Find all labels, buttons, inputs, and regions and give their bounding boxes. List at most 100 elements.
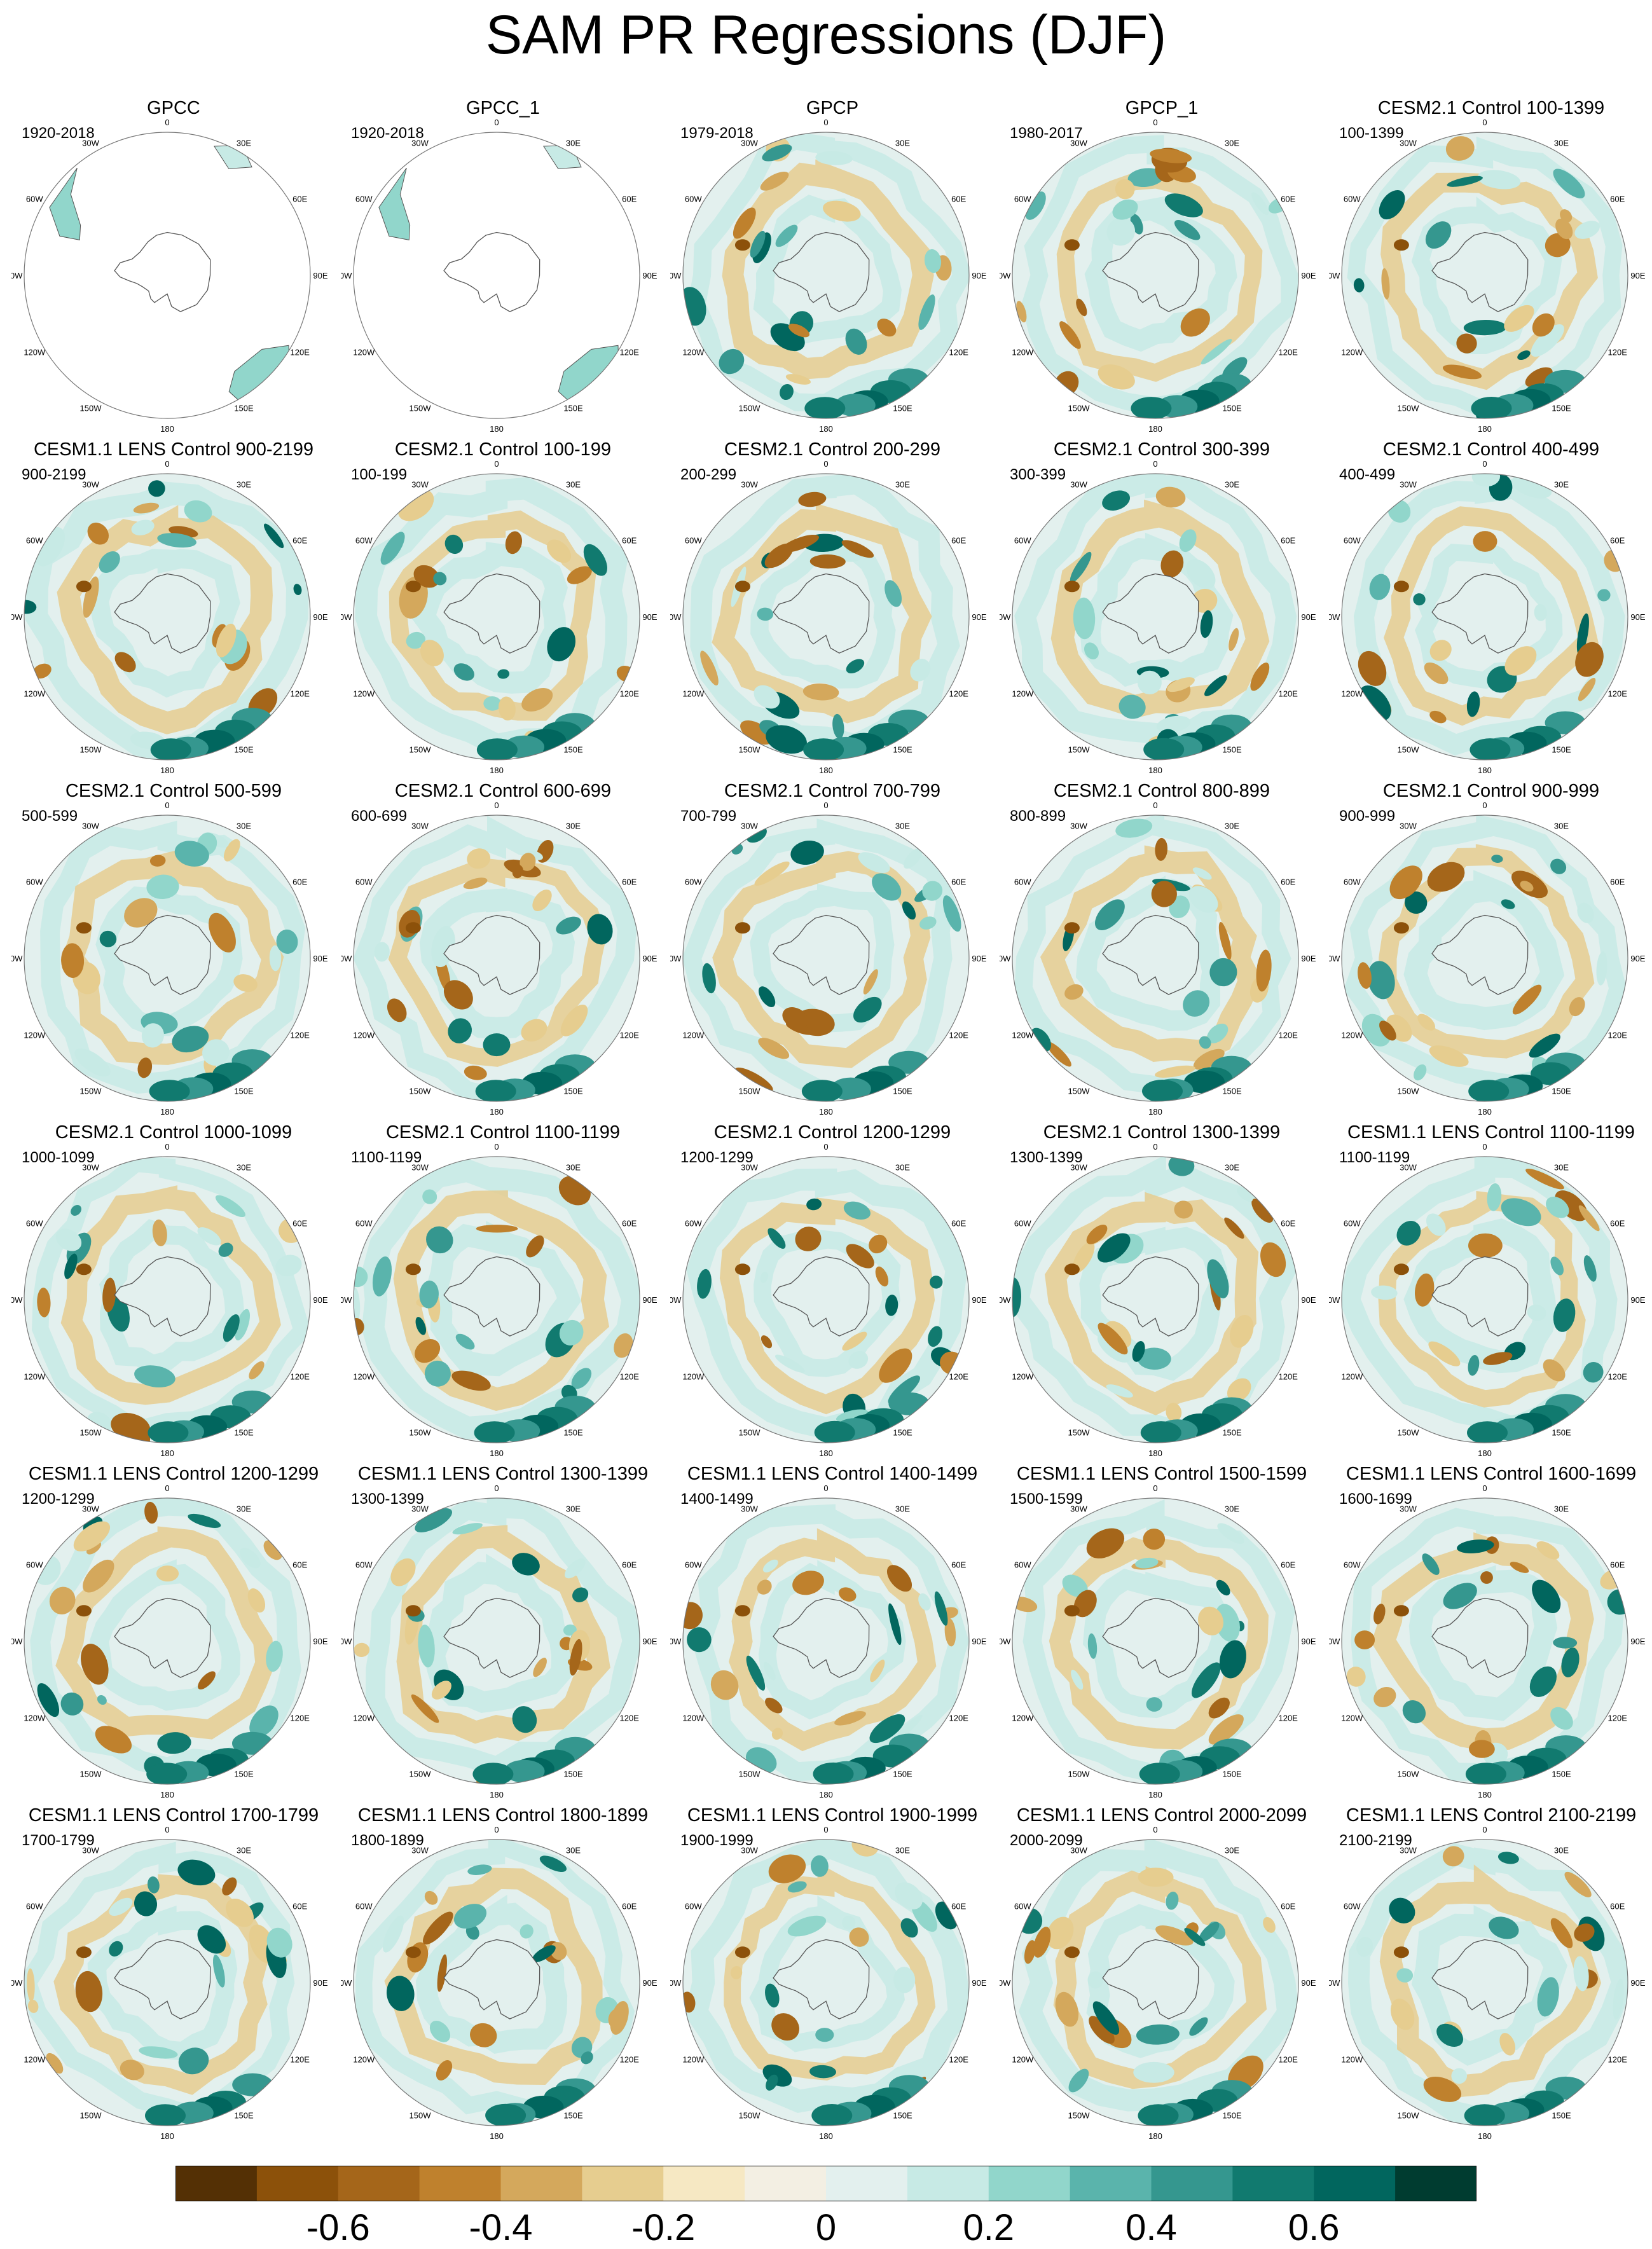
antarctica-coastline xyxy=(773,1939,870,2019)
colorbar-swatch xyxy=(745,2166,827,2201)
longitude-label: 30E xyxy=(1225,1845,1239,1855)
longitude-label: 180 xyxy=(490,766,504,775)
longitude-label: 60W xyxy=(355,195,373,204)
longitude-label: 60W xyxy=(1014,195,1031,204)
antarctica-coastline xyxy=(114,1256,211,1337)
map-frame xyxy=(24,473,311,760)
polar-map: 0 30E 60E 90E 120E 150E 180 150W 120W 90W 60W 30W xyxy=(670,118,987,434)
longitude-label: 120E xyxy=(620,348,640,357)
longitude-label: 60E xyxy=(622,877,637,887)
longitude-label: 150E xyxy=(563,404,583,413)
longitude-label: 120E xyxy=(949,2055,969,2065)
panel-title: CESM2.1 Control 500-599 xyxy=(65,781,282,801)
longitude-label: 30W xyxy=(741,1162,758,1172)
antarctica-coastline xyxy=(443,914,540,995)
longitude-label: 90E xyxy=(1630,612,1645,622)
longitude-label: 150W xyxy=(1068,745,1091,755)
longitude-label: 0 xyxy=(165,1825,169,1834)
longitude-label: 60E xyxy=(1610,1560,1625,1570)
longitude-label: 60W xyxy=(1344,1219,1361,1228)
longitude-label: 150W xyxy=(410,1770,432,1779)
longitude-label: 180 xyxy=(1148,1790,1162,1799)
map-panel: CESM2.1 Control 700-799 700-799 0 30E 60E 90E… xyxy=(670,777,995,1118)
longitude-label: 150W xyxy=(1068,2111,1091,2121)
longitude-label: 60E xyxy=(1281,1219,1295,1228)
longitude-label: 150E xyxy=(563,1087,583,1096)
colorbar-swatch xyxy=(1151,2166,1233,2201)
antarctica-coastline xyxy=(1102,1939,1199,2019)
longitude-label: 30E xyxy=(895,138,910,148)
longitude-label: 120E xyxy=(949,348,969,357)
longitude-label: 90E xyxy=(972,1637,986,1646)
map-frame xyxy=(682,815,970,1102)
longitude-label: 30W xyxy=(82,479,99,489)
antarctica-coastline xyxy=(1102,231,1199,312)
longitude-label: 90W xyxy=(341,271,352,280)
colorbar-labels: -0.6 -0.4 -0.2 0 0.2 0.4 0.6 xyxy=(0,2206,1652,2248)
longitude-label: 0 xyxy=(494,1142,499,1152)
antarctica-coastline xyxy=(1102,1597,1199,1678)
longitude-label: 30W xyxy=(741,1845,758,1855)
page-title: SAM PR Regressions (DJF) xyxy=(485,4,1167,65)
polar-map: 0 30E 60E 90E 120E 150E 180 150W 120W 90W 60W 30W xyxy=(341,1483,657,1799)
longitude-label: 30E xyxy=(1225,821,1239,830)
longitude-label: 120W xyxy=(1341,348,1363,357)
panel-title: CESM1.1 LENS Control 900-2199 xyxy=(33,439,314,460)
longitude-label: 60E xyxy=(622,1902,637,1911)
longitude-label: 30W xyxy=(741,821,758,830)
longitude-label: 0 xyxy=(1153,118,1157,127)
panel-title: GPCP xyxy=(806,98,859,118)
longitude-label: 90W xyxy=(1000,1295,1011,1305)
longitude-label: 30W xyxy=(1070,1845,1087,1855)
longitude-label: 0 xyxy=(1482,118,1487,127)
longitude-label: 60W xyxy=(685,536,702,546)
polar-map: 0 30E 60E 90E 120E 150E 180 150W 120W 90W 60W 30W xyxy=(1000,1142,1316,1458)
polar-map: 0 30E 60E 90E 120E 150E 180 150W 120W 90W 60W 30W xyxy=(11,1483,328,1799)
longitude-label: 120W xyxy=(353,2055,375,2065)
map-panel: CESM1.1 LENS Control 1200-1299 1200-1299 0… xyxy=(11,1460,336,1801)
longitude-label: 30E xyxy=(895,821,910,830)
longitude-label: 60E xyxy=(1610,1902,1625,1911)
longitude-label: 90E xyxy=(972,1978,986,1988)
longitude-label: 120W xyxy=(24,1372,46,1382)
antarctica-coastline xyxy=(773,231,870,312)
longitude-label: 90E xyxy=(1630,1295,1645,1305)
map-panel: CESM2.1 Control 300-399 300-399 0 30E 60E 90E… xyxy=(1000,436,1324,776)
longitude-label: 120W xyxy=(353,1372,375,1382)
colorbar-swatch xyxy=(988,2166,1071,2201)
panel-title: CESM2.1 Control 100-1399 xyxy=(1377,98,1605,118)
longitude-label: 60W xyxy=(685,1219,702,1228)
longitude-label: 120W xyxy=(1341,1031,1363,1040)
longitude-label: 150W xyxy=(739,2111,761,2121)
longitude-label: 120E xyxy=(1279,689,1298,699)
longitude-label: 120W xyxy=(24,689,46,699)
map-panel: CESM1.1 LENS Control 900-2199 900-2199 0 30… xyxy=(11,436,336,776)
longitude-label: 150E xyxy=(893,745,912,755)
panel-period: 500-599 xyxy=(22,808,78,825)
colorbar-swatch xyxy=(582,2166,664,2201)
longitude-label: 0 xyxy=(1482,1142,1487,1152)
polar-map: 0 30E 60E 90E 120E 150E 180 150W 120W 90W 60W 30W xyxy=(1000,801,1316,1117)
antarctica-coastline xyxy=(114,1597,211,1678)
colorbar xyxy=(176,2166,1477,2201)
map-frame xyxy=(1012,1156,1299,1443)
longitude-label: 0 xyxy=(823,801,828,810)
longitude-label: 90E xyxy=(642,954,657,963)
map-frame xyxy=(353,1156,640,1443)
polar-map: 0 30E 60E 90E 120E 150E 180 150W 120W 90W 60W 30W xyxy=(341,459,657,775)
longitude-label: 30E xyxy=(566,821,581,830)
longitude-label: 60E xyxy=(1281,1560,1295,1570)
longitude-label: 120E xyxy=(291,348,310,357)
longitude-label: 90E xyxy=(1301,1295,1316,1305)
longitude-label: 150E xyxy=(1552,745,1571,755)
map-panel: CESM1.1 LENS Control 1900-1999 1900-1999 0… xyxy=(670,1801,995,2142)
antarctica-coastline xyxy=(114,1939,211,2019)
colorbar-swatch xyxy=(1395,2166,1477,2201)
longitude-label: 150E xyxy=(1552,2111,1571,2121)
longitude-label: 120E xyxy=(291,2055,310,2065)
longitude-label: 120W xyxy=(682,1372,705,1382)
longitude-label: 60E xyxy=(1610,536,1625,546)
longitude-label: 30W xyxy=(411,821,429,830)
longitude-label: 120W xyxy=(1012,2055,1034,2065)
longitude-label: 180 xyxy=(1478,2131,1492,2141)
